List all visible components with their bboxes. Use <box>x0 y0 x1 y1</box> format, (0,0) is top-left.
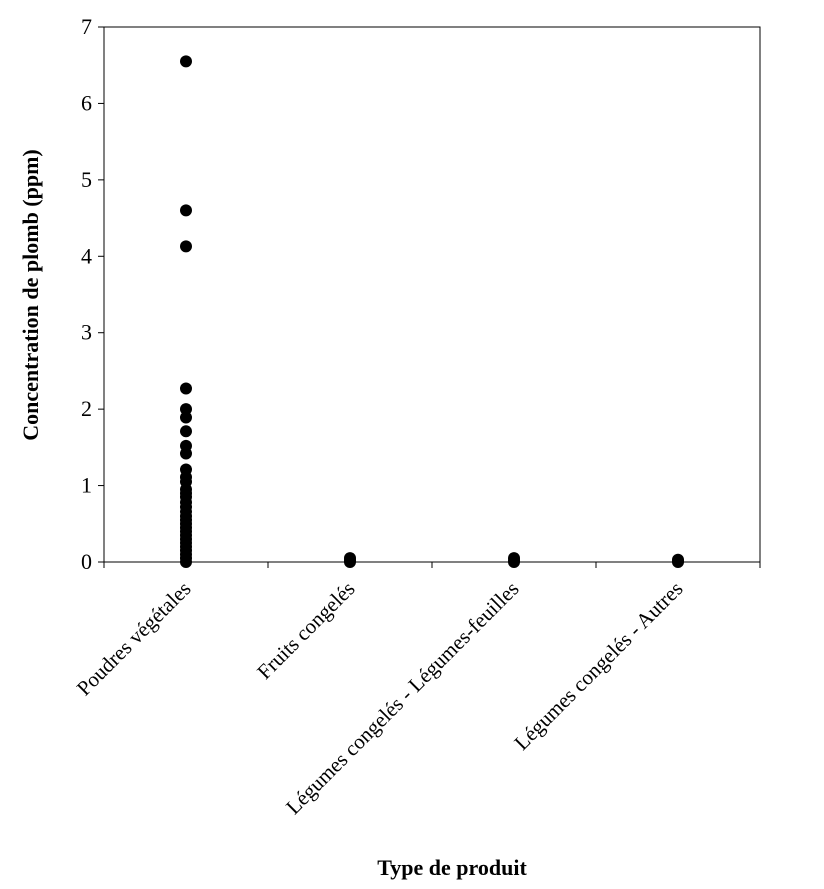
y-tick-label: 6 <box>81 90 92 115</box>
data-point <box>180 55 192 68</box>
series-3 <box>672 553 684 568</box>
y-axis-title: Concentration de plomb (ppm) <box>18 149 43 441</box>
y-tick-label: 1 <box>81 473 92 498</box>
x-category-label: Légumes congelés - Autres <box>509 577 687 755</box>
y-tick-label: 2 <box>81 396 92 421</box>
data-point <box>508 556 520 568</box>
x-axis-title: Type de produit <box>377 855 527 880</box>
data-point <box>180 556 192 568</box>
plot-area-frame <box>103 26 761 563</box>
series-1 <box>344 552 356 568</box>
data-point <box>180 382 192 395</box>
y-tick-label: 0 <box>81 549 92 574</box>
y-tick-label: 7 <box>81 14 92 39</box>
x-category-label: Poudres végétales <box>72 577 196 701</box>
y-tick-label: 3 <box>81 320 92 345</box>
y-axis: 0 1 2 3 4 5 6 7 <box>81 14 104 574</box>
x-axis: Poudres végétales Fruits congelés Légumes … <box>72 562 761 819</box>
y-tick-label: 4 <box>81 243 92 268</box>
series-0 <box>180 55 192 568</box>
data-points <box>180 55 684 568</box>
y-tick-label: 5 <box>81 167 92 192</box>
data-point <box>180 411 192 424</box>
data-point <box>344 556 356 568</box>
data-point <box>180 425 192 438</box>
series-2 <box>508 552 520 568</box>
data-point <box>180 447 192 460</box>
data-point <box>672 556 684 568</box>
data-point <box>180 240 192 253</box>
x-category-label: Fruits congelés <box>252 577 359 684</box>
data-point <box>180 204 192 217</box>
data-point <box>180 403 192 416</box>
